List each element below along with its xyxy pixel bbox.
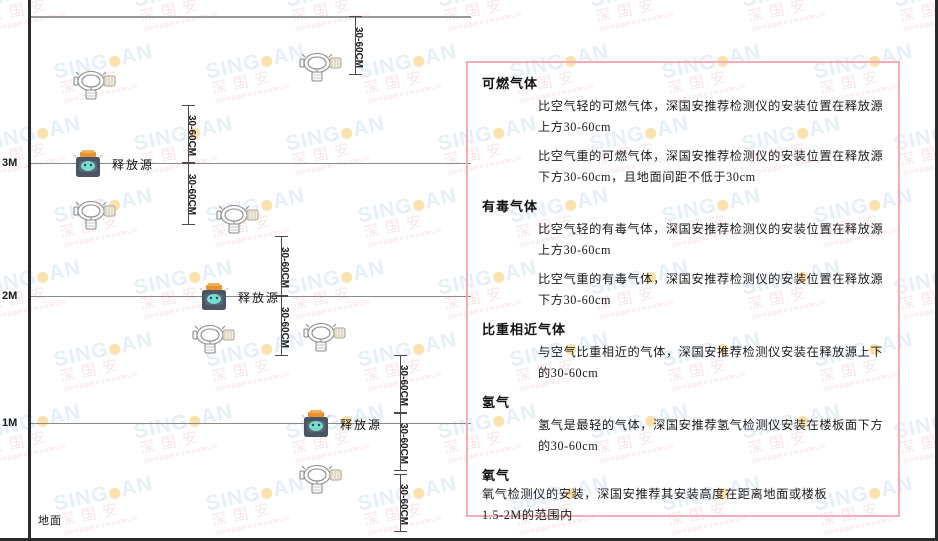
dimension-stroke [355, 16, 356, 75]
level-label-3m: 3M [2, 157, 18, 169]
guideline-paragraph: 氢气是最轻的气体，深国安推荐氢气检测仪安装在楼板面下方的30-60cm [538, 417, 884, 453]
dimension-tick [275, 236, 288, 237]
gas-detector-icon [296, 48, 348, 88]
gas-detector-icon [70, 196, 122, 236]
guideline-section-title: 氢气 [482, 394, 511, 410]
dimension-tick [275, 295, 288, 296]
level-label-2m: 2M [2, 290, 18, 302]
watermark-brand-cn: 深国安 [898, 0, 938, 26]
dimension-label: 30-60CM [398, 365, 409, 407]
dimension-stroke [188, 163, 189, 225]
dimension-label: 30-60CM [279, 246, 290, 288]
dimension-tick [275, 355, 288, 356]
guideline-section: 有毒气体比空气轻的有毒气体，深国安推荐检测仪的安装位置在释放源上方30-60cm… [482, 196, 884, 311]
dimension-tick [182, 105, 195, 106]
level-label-1m: 1M [2, 417, 18, 429]
dimension-tick [182, 163, 195, 164]
level-line-3m [31, 163, 471, 164]
watermark-brand-cn: 深国安 [746, 0, 815, 26]
installation-guidelines-panel: 可燃气体比空气轻的可燃气体，深国安推荐检测仪的安装位置在释放源上方30-60cm… [466, 61, 900, 541]
gas-detector-icon [300, 318, 352, 358]
elevation-diagram: 3M 2M 1M 释放源 释放源 释放源 30-60CM 30-60CM 30-60CM 30… [2, 0, 471, 538]
dimension-tick [394, 531, 407, 532]
dimension-tick [275, 296, 288, 297]
dimension-stroke [188, 105, 189, 163]
frame-right-border [935, 0, 938, 541]
guideline-paragraph: 比空气重的可燃气体，深国安推荐检测仪的安装位置在释放源下方30-60cm，且地面… [538, 148, 884, 184]
gas-detector-icon [189, 320, 241, 360]
dimension-label: 30-60CM [398, 484, 409, 526]
release-source-label: 释放源 [238, 291, 281, 305]
dimension-tick [394, 413, 407, 414]
watermark-brand-cn: 深国安 [594, 0, 663, 26]
dimension-stroke [281, 296, 282, 356]
guideline-paragraph: 比空气轻的有毒气体，深国安推荐检测仪的安装位置在释放源上方30-60cm [538, 221, 884, 257]
guideline-section-title: 氧气 [482, 467, 511, 483]
gas-detector-icon [70, 66, 122, 106]
watermark-subtitle: 深圳市深国安电子科技有限公司 [903, 12, 938, 33]
release-source-label: 释放源 [340, 418, 383, 432]
guideline-paragraph: 氧气检测仪的安装，深国安推荐其安装高度在距离地面或楼板1.5-2M的范围内 [482, 486, 828, 522]
release-source-label: 释放源 [112, 158, 155, 172]
release-source-icon [300, 409, 334, 440]
watermark-subtitle: 深圳市深国安电子科技有限公司 [903, 444, 938, 465]
watermark-subtitle: 深圳市深国安电子科技有限公司 [751, 12, 827, 33]
dimension-stroke [400, 355, 401, 413]
dimension-label: 30-60CM [398, 423, 409, 465]
watermark-brand-cn: 深国安 [898, 284, 938, 314]
guideline-section-title: 比重相近气体 [482, 321, 567, 337]
ground-label: 地面 [38, 515, 62, 527]
watermark-brand-cn: 深国安 [898, 140, 938, 170]
watermark-subtitle: 深圳市深国安电子科技有限公司 [903, 300, 938, 321]
dimension-tick [182, 224, 195, 225]
release-source-icon [198, 282, 232, 313]
guideline-paragraph: 与空气比重相近的气体，深国安推荐检测仪安装在释放源上下的30-60cm [538, 344, 884, 380]
dimension-stroke [281, 236, 282, 296]
guideline-section-title: 有毒气体 [482, 198, 539, 214]
guideline-section: 氢气氢气是最轻的气体，深国安推荐氢气检测仪安装在楼板面下方的30-60cm [482, 392, 884, 457]
dimension-tick [394, 474, 407, 475]
gas-detector-icon [213, 200, 265, 240]
dimension-label: 30-60CM [279, 306, 290, 348]
dimension-tick [394, 470, 407, 471]
dimension-label: 30-60CM [186, 115, 197, 157]
dimension-stroke [400, 413, 401, 471]
guideline-section-title: 可燃气体 [482, 76, 539, 91]
dimension-tick [182, 162, 195, 163]
dimension-tick [349, 16, 362, 17]
watermark-brand-cn: 深国安 [898, 428, 938, 458]
dimension-stroke [400, 474, 401, 532]
frame-bottom-border [0, 538, 938, 541]
guideline-section: 氧气氧气检测仪的安装，深国安推荐其安装高度在距离地面或楼板1.5-2M的范围内 [482, 465, 884, 534]
dimension-label: 30-60CM [186, 174, 197, 216]
dimension-tick [394, 355, 407, 356]
level-line-1m [31, 423, 471, 424]
release-source-icon [72, 149, 106, 180]
guideline-paragraph: 比空气重的有毒气体，深国安推荐检测仪的安装位置在释放源下方30-60cm [538, 271, 884, 307]
dimension-tick [394, 412, 407, 413]
dimension-tick [349, 74, 362, 75]
guideline-section: 可燃气体比空气轻的可燃气体，深国安推荐检测仪的安装位置在释放源上方30-60cm… [482, 73, 884, 188]
level-line-2m [31, 296, 471, 297]
gas-detector-icon [296, 460, 348, 500]
watermark-subtitle: 深圳市深国安电子科技有限公司 [903, 156, 938, 177]
guideline-section: 比重相近气体与空气比重相近的气体，深国安推荐检测仪安装在释放源上下的30-60c… [482, 319, 884, 384]
dimension-label: 30-60CM [353, 26, 364, 68]
ceiling-slab-line [31, 16, 471, 18]
guideline-paragraph: 比空气轻的可燃气体，深国安推荐检测仪的安装位置在释放源上方30-60cm [538, 99, 884, 134]
vertical-axis [28, 0, 31, 538]
watermark-subtitle: 深圳市深国安电子科技有限公司 [599, 12, 675, 33]
